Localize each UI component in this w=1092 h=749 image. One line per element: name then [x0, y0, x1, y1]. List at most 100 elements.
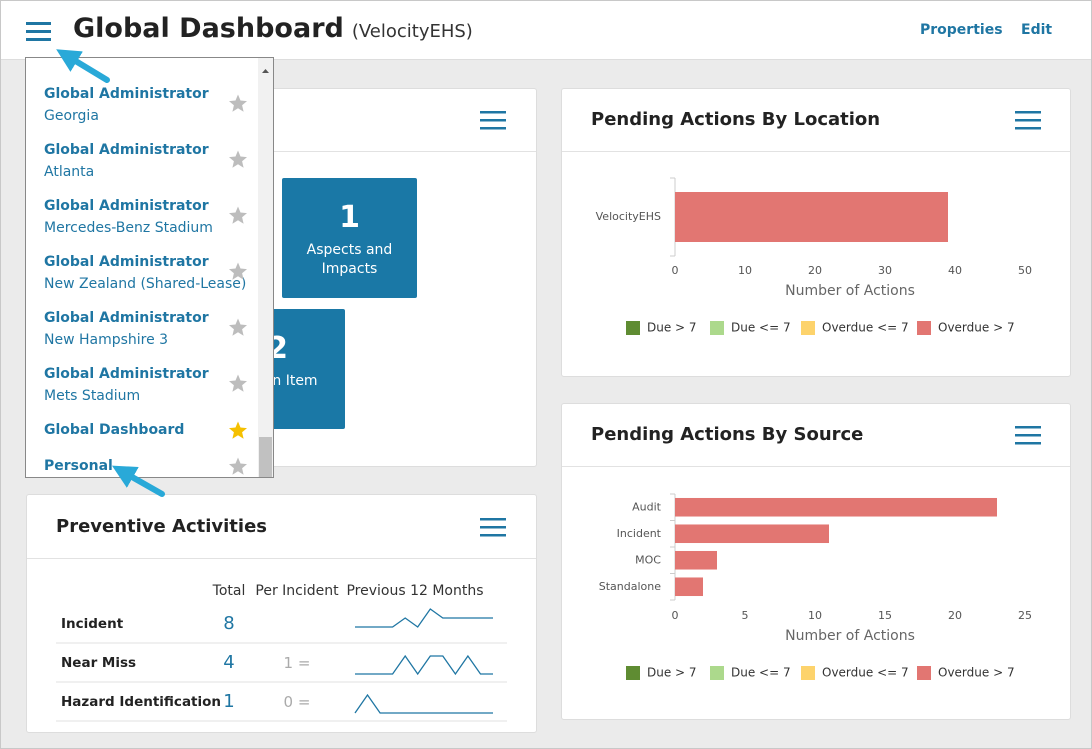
x-tick-label: 5	[742, 609, 749, 622]
chart-panel: Pending Actions By Location 0 10 20 30 40 50 N…	[561, 88, 1071, 377]
menu-bar	[480, 111, 506, 114]
star	[229, 318, 247, 336]
edit-link[interactable]: Edit	[1021, 22, 1053, 38]
star	[229, 150, 247, 168]
menu-bar	[480, 526, 506, 529]
x-tick-label: 50	[1018, 264, 1032, 277]
bar[interactable]	[675, 577, 703, 597]
tile-value: 1	[339, 200, 360, 235]
page-subtitle: (VelocityEHS)	[351, 21, 473, 42]
panel-title: Preventive Activities	[56, 516, 267, 537]
item-name[interactable]: New Zealand (Shared-Lease)	[44, 276, 247, 292]
menu-bar	[480, 534, 506, 537]
panel-menu[interactable]	[1014, 109, 1042, 131]
header: Global Dashboard (VelocityEHS) Propertie…	[1, 1, 1091, 60]
divider	[27, 558, 536, 559]
favorite-star[interactable]	[227, 149, 249, 171]
x-axis-title: Number of Actions	[785, 628, 915, 644]
x-tick-label: 20	[948, 609, 962, 622]
menu-bar	[1015, 127, 1041, 130]
item-role[interactable]: Global Administrator	[44, 310, 209, 326]
legend-label[interactable]: Due > 7	[647, 321, 697, 335]
favorite-star[interactable]	[227, 456, 249, 478]
scroll-up[interactable]	[261, 68, 270, 74]
legend-label[interactable]: Overdue > 7	[938, 666, 1015, 680]
item-name[interactable]: Atlanta	[44, 164, 95, 180]
bar[interactable]	[675, 524, 829, 544]
dashboard-dropdown: Global Administrator Georgia Global Admini…	[25, 57, 274, 478]
scrollbar-thumb[interactable]	[259, 437, 272, 477]
column-header: Per Incident	[255, 583, 339, 599]
panel-menu[interactable]	[479, 109, 507, 131]
row-label: Near Miss	[61, 655, 137, 671]
favorite-star[interactable]	[227, 205, 249, 227]
menu-bar	[480, 127, 506, 130]
title-row: Global Dashboard (VelocityEHS)	[73, 13, 473, 44]
preventive-panel: Preventive Activities Total Per Incident P…	[26, 494, 537, 733]
legend-swatch[interactable]	[801, 321, 815, 335]
legend-swatch[interactable]	[801, 666, 815, 680]
bar[interactable]	[675, 497, 997, 517]
legend-swatch[interactable]	[626, 666, 640, 680]
item-name[interactable]: New Hampshire 3	[44, 332, 169, 348]
y-tick-label: VelocityEHS	[596, 210, 661, 223]
item-role[interactable]: Global Administrator	[44, 86, 209, 102]
scrollbar[interactable]	[258, 58, 273, 477]
properties-link[interactable]: Properties	[920, 22, 1003, 38]
menu-bar	[1015, 111, 1041, 114]
favorite-star[interactable]	[227, 261, 249, 283]
panel-menu[interactable]	[1014, 424, 1042, 446]
y-tick-label: Audit	[632, 500, 662, 513]
bar[interactable]	[675, 192, 948, 242]
menu-icon[interactable]	[25, 19, 53, 45]
x-tick-label: 15	[878, 609, 892, 622]
star	[229, 206, 247, 224]
legend-label[interactable]: Due <= 7	[731, 321, 791, 335]
menu-bar	[1015, 442, 1041, 445]
chart-panel: Pending Actions By Source 0 5 10 15 20 25 Numb…	[561, 403, 1071, 720]
chart: 0 10 20 30 40 50 Number of Actions VelocityEHS D…	[596, 177, 1032, 335]
y-tick-label: MOC	[635, 553, 661, 566]
column-header: Total	[212, 583, 246, 599]
tile[interactable]: 1 Aspects and Impacts	[282, 178, 417, 298]
favorite-star[interactable]	[227, 317, 249, 339]
favorite-star[interactable]	[227, 93, 249, 115]
x-tick-label: 0	[672, 609, 679, 622]
item-name[interactable]: Georgia	[44, 108, 99, 124]
item-role[interactable]: Global Administrator	[44, 198, 209, 214]
row-total[interactable]: 4	[223, 652, 235, 673]
menu-bar	[480, 119, 506, 122]
item-name[interactable]: Mercedes-Benz Stadium	[44, 220, 213, 236]
per-incident: 1 =	[283, 654, 311, 672]
item-role[interactable]: Global Administrator	[44, 254, 209, 270]
x-axis-title: Number of Actions	[785, 283, 915, 299]
legend-swatch[interactable]	[710, 321, 724, 335]
sparkline	[354, 693, 493, 714]
item-name[interactable]: Global Dashboard	[44, 422, 185, 438]
favorite-star[interactable]	[227, 420, 249, 442]
legend-label[interactable]: Overdue > 7	[938, 321, 1015, 335]
legend-swatch[interactable]	[917, 321, 931, 335]
item-role[interactable]: Global Administrator	[44, 366, 209, 382]
row-label: Incident	[61, 616, 124, 632]
legend-label[interactable]: Overdue <= 7	[822, 321, 909, 335]
legend-swatch[interactable]	[917, 666, 931, 680]
legend-label[interactable]: Due <= 7	[731, 666, 791, 680]
legend-label[interactable]: Due > 7	[647, 666, 697, 680]
divider	[562, 151, 1070, 152]
row-total[interactable]: 1	[223, 691, 235, 712]
favorite-star[interactable]	[227, 373, 249, 395]
tile-label: Aspects and Impacts	[306, 242, 393, 277]
item-role[interactable]: Global Administrator	[44, 142, 209, 158]
row-total[interactable]: 8	[223, 613, 235, 634]
bar[interactable]	[675, 550, 717, 570]
item-name[interactable]: Personal	[44, 458, 113, 474]
page-title: Global Dashboard	[73, 13, 344, 44]
legend-swatch[interactable]	[626, 321, 640, 335]
legend-label[interactable]: Overdue <= 7	[822, 666, 909, 680]
item-name[interactable]: Mets Stadium	[44, 388, 141, 404]
menu-bar	[1015, 426, 1041, 429]
legend-swatch[interactable]	[710, 666, 724, 680]
panel-menu[interactable]	[479, 516, 507, 538]
